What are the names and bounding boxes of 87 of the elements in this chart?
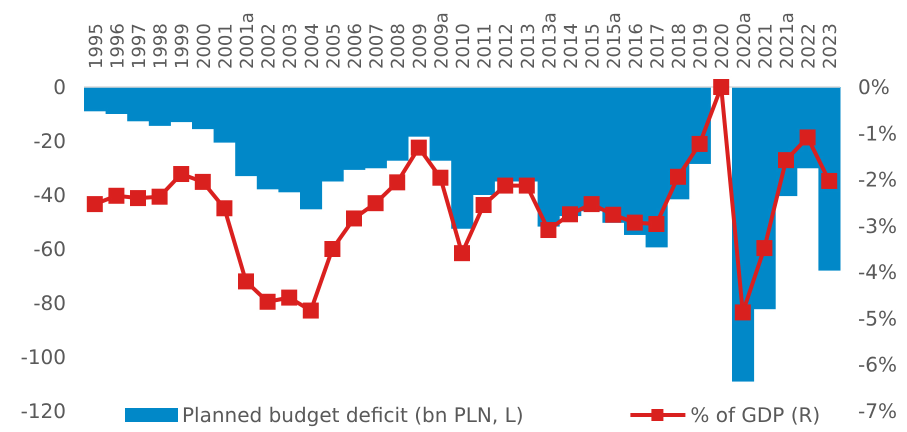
y-tick-label: -40 xyxy=(33,183,66,207)
point xyxy=(734,304,751,320)
x-tick-label: 2005 xyxy=(323,23,344,69)
point xyxy=(346,210,362,226)
x-tick-label: 2020 xyxy=(712,23,734,69)
x-tick-label: 2009 xyxy=(410,23,431,69)
point xyxy=(670,168,686,185)
point xyxy=(497,178,514,194)
y-tick-label: -60 xyxy=(33,237,66,261)
point xyxy=(238,273,254,290)
point xyxy=(260,294,276,310)
x-tick-label: 2001a xyxy=(237,12,258,69)
y2-tick-label: -2% xyxy=(858,168,897,192)
x-tick-label: 2015a xyxy=(604,12,626,69)
x-tick-label: 2013a xyxy=(539,12,560,69)
y-tick-label: -100 xyxy=(20,345,66,369)
x-tick-label: 1996 xyxy=(107,23,128,69)
point xyxy=(324,241,340,257)
point xyxy=(194,174,211,190)
x-tick-label: 2007 xyxy=(366,23,388,69)
point xyxy=(281,290,298,306)
x-tick-label: 1998 xyxy=(150,23,172,69)
y2-tick-label: -5% xyxy=(858,306,897,330)
y2-tick-label: -7% xyxy=(858,399,897,423)
point xyxy=(302,302,319,319)
x-tick-label: 2012 xyxy=(496,23,518,69)
point xyxy=(584,196,600,212)
x-tick-label: 2022 xyxy=(798,23,820,69)
point xyxy=(648,216,664,232)
point xyxy=(800,129,816,146)
x-tick-label: 2014 xyxy=(561,23,582,69)
x-tick-label: 2003 xyxy=(280,23,302,69)
x-tick-label: 2016 xyxy=(626,23,647,69)
point xyxy=(216,200,232,216)
x-tick-label: 2002 xyxy=(258,23,280,69)
legend-label: Planned budget deficit (bn PLN, L) xyxy=(182,403,524,427)
x-tick-label: 2017 xyxy=(647,23,668,69)
y2-tick-label: -1% xyxy=(858,121,897,146)
x-tick-label: 2015 xyxy=(582,23,604,69)
y-tick-label: -120 xyxy=(20,399,66,423)
y2-tick-label: -3% xyxy=(858,214,897,238)
x-tick-label: 2019 xyxy=(690,23,712,69)
point xyxy=(432,170,448,186)
point xyxy=(152,188,168,205)
point xyxy=(778,152,794,168)
x-tick-label: 2021a xyxy=(777,12,798,69)
x-tick-label: 2004 xyxy=(302,23,323,69)
point xyxy=(605,206,622,223)
point xyxy=(368,195,384,212)
x-tick-label: 2023 xyxy=(820,23,842,69)
x-tick-label: 2008 xyxy=(388,23,410,69)
point xyxy=(626,214,643,231)
point xyxy=(173,166,190,182)
point xyxy=(389,174,406,190)
y2-tick-label: 0% xyxy=(858,75,890,99)
x-tick-label: 2011 xyxy=(474,23,496,69)
x-tick-label: 1999 xyxy=(172,23,194,69)
legend-label: % of GDP (R) xyxy=(690,403,820,427)
x-tick-label: 2020a xyxy=(734,12,755,69)
x-tick-label: 2000 xyxy=(194,23,215,69)
x-tick-label: 2009a xyxy=(431,12,452,69)
point xyxy=(756,240,772,256)
point xyxy=(130,190,146,206)
point xyxy=(540,222,556,238)
y-tick-label: -20 xyxy=(33,129,66,153)
x-tick-label: 2010 xyxy=(453,23,474,69)
x-tick-label: 2021 xyxy=(755,23,776,69)
y-tick-label: -80 xyxy=(33,291,66,315)
x-tick-label: 2018 xyxy=(669,23,690,69)
y2-tick-label: -6% xyxy=(858,352,897,377)
point xyxy=(476,197,492,214)
point xyxy=(821,172,838,189)
x-tick-label: 2013 xyxy=(518,23,539,69)
point xyxy=(410,140,427,156)
point xyxy=(86,196,103,212)
y-tick-label: 0 xyxy=(53,75,66,99)
y2-tick-label: -4% xyxy=(858,260,897,284)
point xyxy=(108,188,124,204)
x-tick-label: 1997 xyxy=(129,23,150,69)
x-tick-label: 2006 xyxy=(345,23,366,69)
x-tick-label: 1995 xyxy=(86,23,107,69)
point xyxy=(713,79,730,95)
point xyxy=(562,206,578,222)
point xyxy=(518,178,535,194)
point xyxy=(454,245,470,262)
point xyxy=(692,136,708,152)
x-tick-label: 2001 xyxy=(215,23,236,69)
